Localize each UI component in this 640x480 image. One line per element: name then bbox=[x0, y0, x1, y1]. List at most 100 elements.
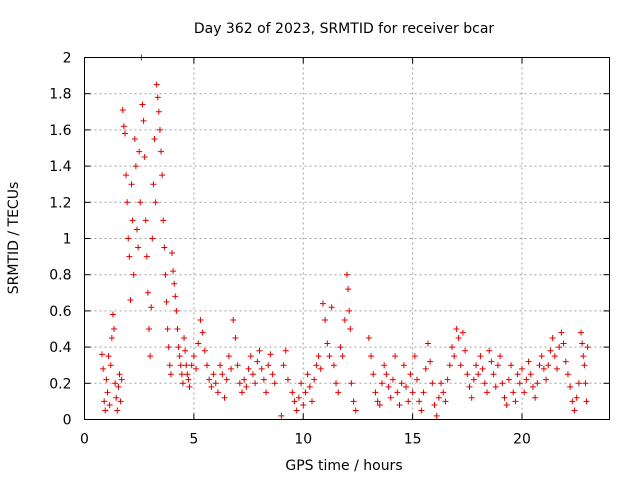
data-point bbox=[230, 316, 237, 323]
data-point bbox=[178, 371, 185, 378]
data-point bbox=[400, 362, 407, 369]
data-point bbox=[195, 340, 202, 347]
data-point bbox=[376, 402, 383, 409]
data-point bbox=[521, 389, 528, 396]
data-point bbox=[114, 407, 121, 414]
data-point bbox=[161, 244, 168, 251]
data-point bbox=[204, 362, 210, 369]
data-point bbox=[583, 398, 590, 405]
data-point bbox=[497, 353, 504, 360]
data-point bbox=[241, 376, 248, 383]
data-point bbox=[322, 316, 329, 323]
data-point bbox=[144, 289, 151, 296]
data-point bbox=[183, 362, 190, 369]
data-point bbox=[424, 340, 431, 347]
x-tick-label: 0 bbox=[80, 432, 89, 448]
data-point bbox=[309, 398, 315, 405]
data-point bbox=[549, 335, 556, 342]
data-point bbox=[484, 389, 490, 396]
data-point bbox=[418, 407, 425, 414]
data-point bbox=[464, 371, 471, 378]
data-point bbox=[193, 365, 200, 372]
data-point bbox=[337, 344, 344, 351]
data-point bbox=[477, 353, 484, 360]
data-point bbox=[449, 344, 455, 351]
data-point bbox=[319, 300, 326, 307]
data-point bbox=[431, 402, 438, 409]
data-point bbox=[551, 353, 558, 360]
y-tick-label: 1.2 bbox=[49, 195, 71, 211]
y-tick-label: 0 bbox=[63, 413, 72, 429]
data-point bbox=[182, 347, 189, 354]
data-point bbox=[523, 376, 530, 383]
data-point bbox=[534, 380, 541, 387]
data-point bbox=[409, 389, 416, 396]
data-point bbox=[298, 380, 305, 387]
data-point bbox=[326, 353, 333, 360]
data-point bbox=[152, 199, 159, 206]
data-point bbox=[239, 389, 245, 396]
data-point bbox=[165, 344, 172, 351]
data-point bbox=[256, 347, 263, 354]
data-point bbox=[149, 235, 156, 242]
data-point bbox=[208, 383, 215, 390]
data-point bbox=[459, 329, 466, 336]
data-point bbox=[529, 383, 536, 390]
data-point bbox=[164, 326, 171, 332]
data-point bbox=[140, 117, 147, 124]
data-point bbox=[341, 316, 348, 323]
data-point bbox=[156, 126, 163, 133]
data-point bbox=[217, 362, 224, 369]
data-point bbox=[136, 148, 143, 155]
x-tick-label: 20 bbox=[513, 432, 531, 448]
data-point bbox=[160, 217, 167, 224]
data-point bbox=[444, 376, 451, 383]
data-point bbox=[147, 353, 154, 360]
data-point bbox=[306, 383, 313, 390]
data-point bbox=[304, 371, 311, 378]
data-point bbox=[516, 380, 523, 387]
data-point bbox=[569, 398, 576, 405]
data-point bbox=[254, 358, 261, 365]
data-point bbox=[387, 394, 394, 401]
data-point bbox=[176, 353, 183, 360]
data-point bbox=[177, 362, 184, 369]
x-tick-label: 10 bbox=[294, 432, 312, 448]
data-point bbox=[129, 217, 136, 224]
data-point bbox=[103, 376, 110, 383]
data-point bbox=[158, 148, 165, 155]
data-point bbox=[115, 383, 122, 390]
data-point bbox=[381, 362, 388, 369]
data-point bbox=[543, 376, 550, 383]
data-point bbox=[442, 398, 449, 405]
data-point bbox=[134, 226, 140, 233]
data-point bbox=[159, 172, 166, 179]
data-point bbox=[350, 398, 357, 405]
data-point bbox=[102, 407, 109, 414]
data-point bbox=[389, 376, 396, 383]
data-point bbox=[263, 389, 270, 396]
data-point bbox=[171, 280, 178, 287]
data-point bbox=[457, 362, 464, 369]
data-point bbox=[153, 81, 160, 88]
data-point bbox=[172, 293, 179, 300]
data-point bbox=[564, 371, 571, 378]
data-point bbox=[335, 389, 342, 396]
data-point bbox=[581, 362, 588, 369]
data-point bbox=[486, 347, 493, 354]
data-point bbox=[352, 407, 359, 414]
data-point bbox=[302, 389, 309, 396]
data-point bbox=[379, 380, 385, 387]
data-point bbox=[536, 362, 543, 369]
data-point bbox=[167, 371, 174, 378]
data-point bbox=[398, 380, 405, 387]
data-point bbox=[127, 297, 134, 304]
data-point bbox=[317, 365, 324, 372]
data-point bbox=[289, 389, 296, 396]
data-point bbox=[141, 154, 148, 161]
data-point bbox=[365, 335, 372, 342]
chart-title: Day 362 of 2023, SRMTID for receiver bca… bbox=[194, 21, 495, 37]
data-point bbox=[562, 358, 569, 365]
data-point bbox=[111, 326, 118, 332]
data-point bbox=[197, 316, 204, 323]
